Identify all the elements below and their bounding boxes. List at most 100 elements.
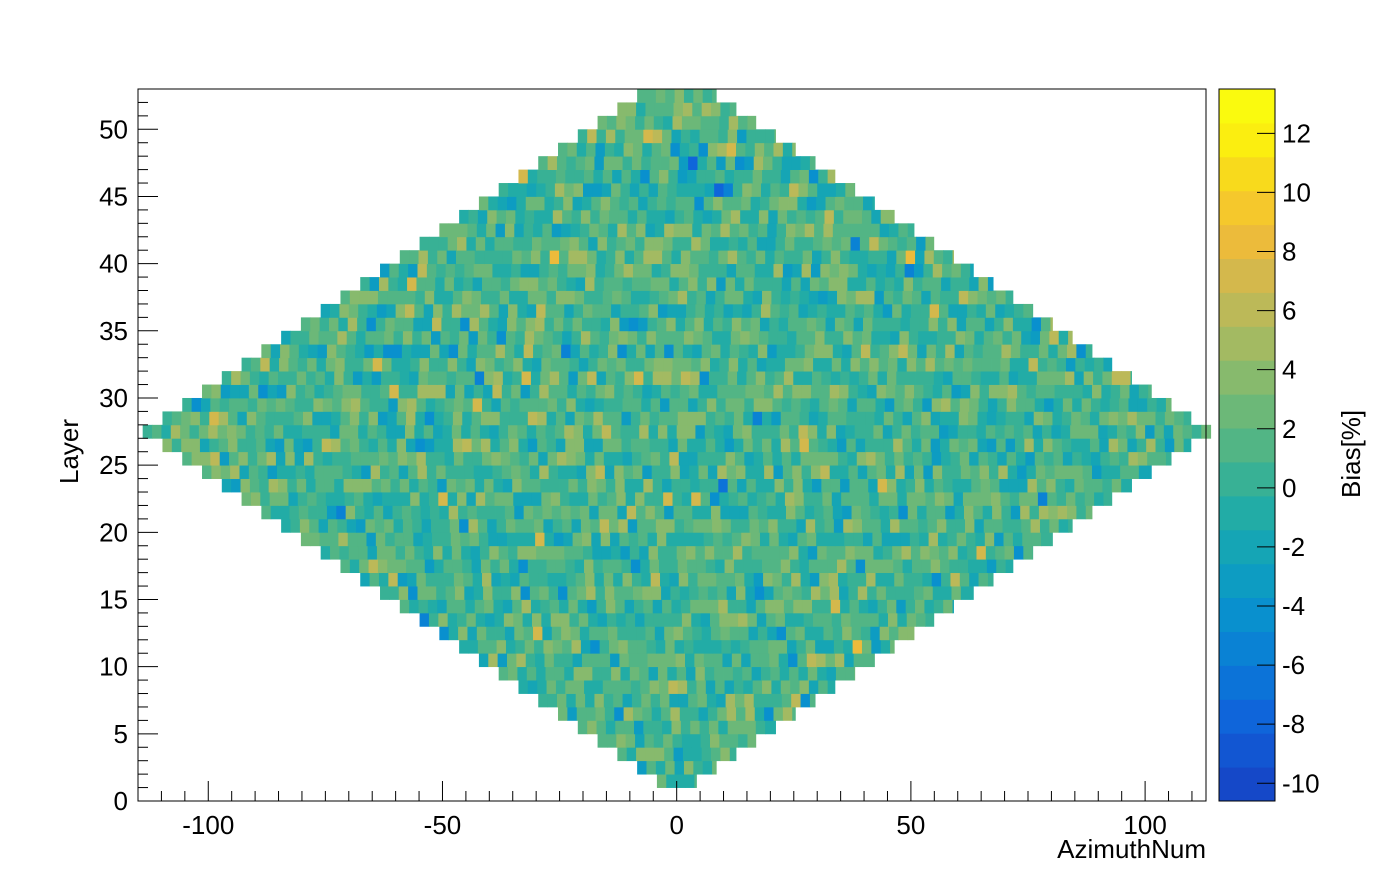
heatmap-cell — [518, 411, 529, 426]
heatmap-cell — [840, 250, 850, 265]
heatmap-cell — [1099, 438, 1110, 453]
heatmap-cell — [509, 438, 519, 453]
heatmap-cell — [982, 344, 993, 359]
heatmap-cell — [471, 559, 482, 574]
heatmap-cell — [729, 505, 740, 520]
heatmap-cell — [766, 236, 776, 251]
heatmap-cell — [527, 411, 538, 426]
heatmap-cell — [551, 344, 562, 359]
heatmap-cell — [601, 303, 612, 318]
heatmap-cell — [630, 559, 641, 574]
heatmap-cell — [626, 223, 637, 238]
heatmap-cell — [671, 371, 682, 385]
heatmap-cell — [509, 411, 519, 426]
heatmap-cell — [814, 626, 824, 641]
heatmap-cell — [662, 720, 672, 735]
heatmap-cell — [817, 424, 827, 439]
heatmap-cell — [647, 532, 658, 547]
heatmap-cell — [852, 209, 863, 224]
heatmap-cell — [678, 397, 689, 412]
heatmap-cell — [839, 263, 849, 278]
heatmap-cell — [591, 532, 602, 547]
heatmap-cell — [819, 397, 830, 412]
heatmap-cell — [958, 290, 969, 305]
heatmap-cell — [306, 371, 316, 385]
heatmap-cell — [663, 492, 673, 506]
heatmap-cell — [510, 277, 520, 291]
heatmap-cell — [351, 465, 362, 479]
heatmap-cell — [874, 411, 885, 426]
heatmap-cell — [894, 277, 905, 291]
heatmap-cell — [768, 639, 779, 654]
heatmap-cell — [696, 680, 707, 694]
heatmap-cell — [567, 706, 578, 721]
heatmap-cell — [980, 478, 991, 493]
color-scale-tick-label: -2 — [1282, 532, 1305, 562]
heatmap-cell — [971, 478, 982, 493]
heatmap-cell — [869, 236, 880, 251]
heatmap-cell — [675, 653, 686, 668]
color-scale-band — [1219, 156, 1275, 192]
heatmap-cell — [753, 156, 764, 170]
heatmap-cell — [749, 518, 760, 533]
heatmap-cell — [1092, 465, 1102, 479]
heatmap-cell — [307, 492, 317, 506]
heatmap-cell — [428, 357, 439, 372]
heatmap-cell — [929, 545, 940, 560]
heatmap-cell — [686, 183, 696, 197]
heatmap-cell — [444, 397, 455, 412]
heatmap-cell — [821, 250, 832, 265]
heatmap-cell — [1026, 465, 1037, 479]
heatmap-cell — [805, 330, 816, 345]
heatmap-cell — [559, 250, 569, 265]
heatmap-cell — [714, 424, 724, 439]
heatmap-cell — [973, 344, 984, 359]
heatmap-cell — [1027, 371, 1038, 385]
heatmap-cell — [295, 384, 306, 399]
heatmap-cell — [848, 263, 859, 278]
heatmap-cell — [259, 478, 270, 493]
heatmap-cell — [603, 572, 614, 587]
heatmap-cell — [549, 371, 560, 385]
heatmap-cell — [863, 653, 873, 668]
heatmap-cell — [844, 532, 855, 547]
heatmap-cell — [561, 344, 571, 359]
heatmap-cell — [731, 317, 742, 332]
heatmap-cell — [996, 559, 1007, 574]
heatmap-cell — [878, 492, 889, 506]
heatmap-cell — [588, 492, 598, 506]
heatmap-cell — [1128, 451, 1139, 466]
heatmap-cell — [620, 183, 631, 197]
heatmap-cell — [551, 626, 562, 641]
heatmap-cell — [552, 518, 563, 533]
heatmap-cell — [581, 653, 592, 668]
heatmap-cell — [1009, 492, 1020, 506]
heatmap-cell — [1005, 559, 1014, 574]
heatmap-cell — [804, 344, 815, 359]
heatmap-cell — [973, 505, 984, 520]
heatmap-cell — [607, 344, 618, 359]
heatmap-cell — [462, 559, 473, 574]
heatmap-cell — [1046, 478, 1056, 493]
heatmap-cell — [566, 277, 577, 291]
heatmap-cell — [601, 545, 612, 560]
heatmap-cell — [616, 733, 627, 748]
heatmap-cell — [696, 290, 707, 305]
heatmap-cell — [898, 344, 909, 359]
heatmap-cell — [675, 196, 686, 211]
heatmap-cell — [425, 397, 436, 412]
heatmap-cell — [844, 196, 855, 211]
heatmap-cell — [885, 465, 896, 479]
heatmap-cell — [565, 438, 576, 453]
heatmap-cell — [655, 518, 666, 533]
heatmap-cell — [784, 236, 795, 251]
heatmap-cell — [250, 357, 261, 372]
heatmap-cell — [836, 438, 847, 453]
heatmap-cell — [444, 572, 455, 587]
heatmap-cell — [663, 357, 673, 372]
heatmap-cell — [454, 263, 465, 278]
heatmap-cell — [999, 478, 1010, 493]
heatmap-cell — [886, 250, 897, 265]
heatmap-cell — [646, 639, 657, 654]
heatmap-cell — [466, 492, 477, 506]
